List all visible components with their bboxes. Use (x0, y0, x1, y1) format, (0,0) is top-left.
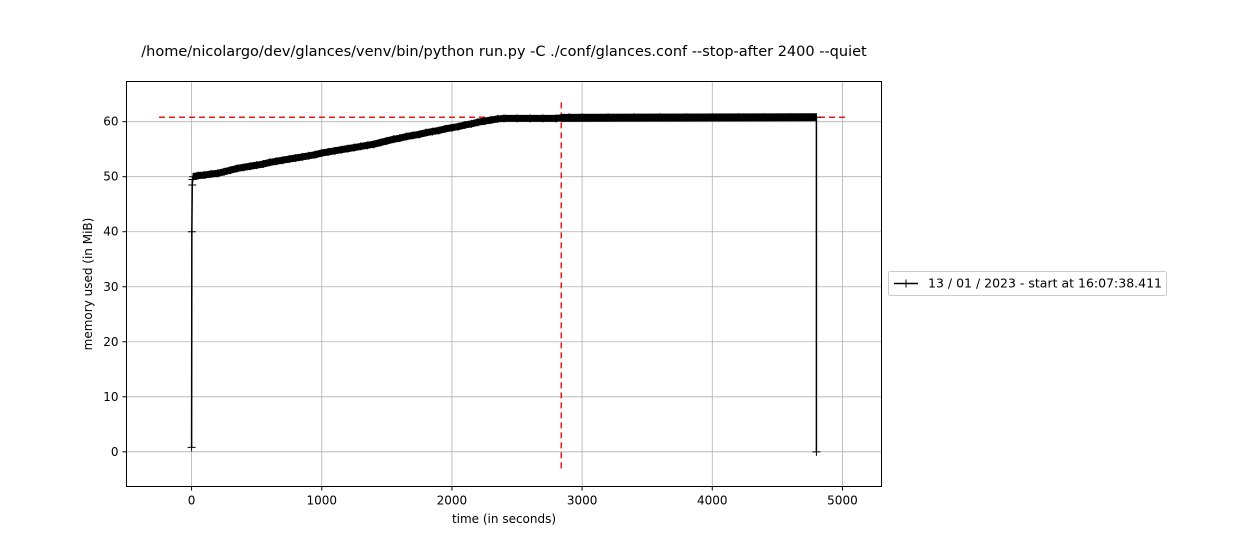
legend: 13 / 01 / 2023 - start at 16:07:38.411 (888, 271, 1167, 296)
grid (126, 81, 882, 487)
y-tick-label: 30 (103, 280, 118, 294)
data-point (187, 227, 196, 236)
chart-title: /home/nicolargo/dev/glances/venv/bin/pyt… (141, 44, 867, 60)
x-tick-label: 5000 (827, 494, 858, 508)
x-tick-label: 4000 (697, 494, 728, 508)
axis-ticks: 0 1000 2000 3000 4000 5000 0 10 20 30 40 50 60 (103, 115, 858, 508)
series-group (187, 113, 821, 456)
series-line (190, 116, 818, 452)
data-point (812, 447, 821, 456)
plot-frame (126, 81, 882, 487)
reference-lines (159, 100, 849, 469)
x-tick-label: 2000 (437, 494, 468, 508)
x-tick-label: 3000 (567, 494, 598, 508)
series-dense-segment (561, 113, 817, 122)
x-axis-label: time (in seconds) (452, 512, 556, 526)
legend-marker (902, 279, 910, 288)
legend-frame (888, 271, 1167, 296)
y-tick-label: 20 (103, 335, 118, 349)
x-tick-label: 0 (188, 494, 196, 508)
data-point (187, 443, 196, 452)
y-tick-label: 0 (111, 445, 119, 459)
y-tick-label: 50 (103, 170, 118, 184)
series-dense-ramp (192, 114, 562, 181)
y-tick-label: 40 (103, 225, 118, 239)
x-tick-label: 1000 (306, 494, 337, 508)
y-axis-label: memory used (in MiB) (81, 218, 95, 351)
y-tick-label: 60 (103, 115, 118, 129)
legend-label: 13 / 01 / 2023 - start at 16:07:38.411 (928, 276, 1162, 291)
y-tick-label: 10 (103, 390, 118, 404)
